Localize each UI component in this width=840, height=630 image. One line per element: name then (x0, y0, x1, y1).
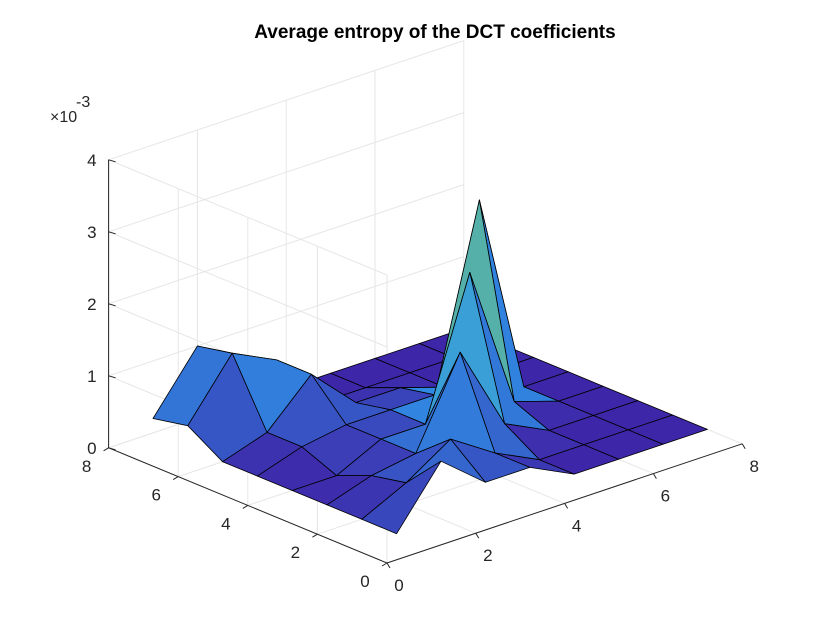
y-tick-label: 0 (360, 572, 369, 591)
x-tick-label: 8 (749, 457, 758, 476)
z-tick-mark (108, 159, 116, 163)
x-tick-label: 2 (483, 546, 492, 565)
y-tick-label: 8 (82, 457, 91, 476)
x-tick-mark (741, 443, 746, 450)
z-tick-label: 1 (87, 367, 96, 386)
chart-title: Average entropy of the DCT coefficients (254, 22, 615, 43)
y-tick-mark (381, 562, 388, 567)
x-tick-label: 4 (572, 516, 581, 535)
y-tick-mark (242, 504, 249, 509)
z-tick-label: 4 (87, 151, 96, 170)
y-tick-label: 4 (221, 514, 230, 533)
surface-layer (152, 199, 708, 535)
z-multiplier-label: ×10 (50, 109, 77, 126)
x-tick-label: 6 (661, 487, 670, 506)
y-tick-mark (103, 447, 109, 452)
x-tick-mark (386, 562, 391, 569)
z-tick-mark (108, 231, 116, 235)
z-tick-label: 2 (87, 295, 96, 314)
z-multiplier-exponent: -3 (76, 94, 90, 111)
y-tick-mark (172, 476, 179, 481)
y-tick-mark (312, 533, 318, 538)
x-tick-mark (564, 503, 569, 509)
z-tick-mark (108, 447, 116, 451)
z-tick-label: 3 (87, 223, 96, 242)
z-tick-mark (108, 375, 116, 379)
surface-patch (361, 460, 442, 535)
x-tick-mark (652, 473, 657, 479)
x-tick-label: 0 (394, 576, 403, 595)
z-tick-mark (108, 303, 116, 307)
x-tick-mark (475, 532, 480, 539)
y-tick-label: 2 (291, 543, 300, 562)
z-tick-label: 0 (87, 439, 96, 458)
y-tick-label: 6 (151, 486, 160, 505)
